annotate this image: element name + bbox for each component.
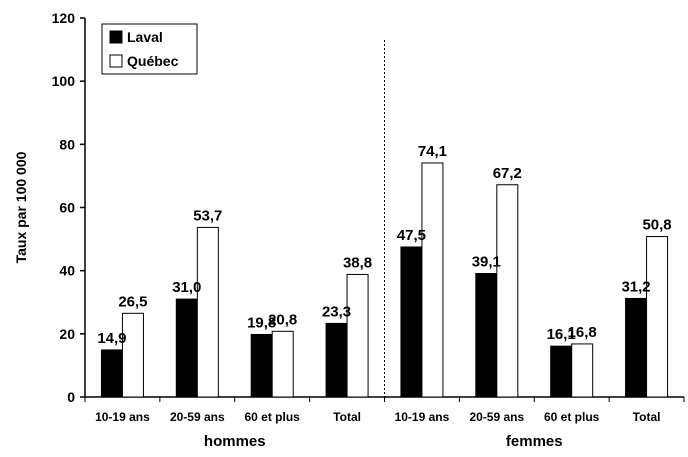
data-label: 26,5 bbox=[118, 293, 147, 310]
data-label: 47,5 bbox=[397, 227, 426, 244]
y-tick-label: 0 bbox=[67, 389, 75, 405]
data-label: 23,3 bbox=[322, 303, 351, 320]
bar-laval bbox=[550, 345, 573, 398]
legend: Laval Québec bbox=[101, 23, 198, 75]
x-tick-label: 60 et plus bbox=[544, 410, 600, 424]
data-label: 50,8 bbox=[642, 217, 671, 234]
bar-quebec bbox=[421, 162, 444, 398]
bar-quebec bbox=[496, 184, 519, 398]
x-tick-label: 20-59 ans bbox=[469, 410, 524, 424]
bar-quebec bbox=[121, 312, 144, 398]
bar-quebec bbox=[271, 330, 294, 398]
x-tick-label: Total bbox=[333, 410, 361, 424]
x-tick-label: 20-59 ans bbox=[170, 410, 225, 424]
legend-swatch bbox=[109, 54, 123, 68]
y-tick-label: 40 bbox=[59, 263, 75, 279]
labels-layer: 14,9 31,0 19,8 23,3 47,5 39,1 16,1 31,2 26,5 53,7… bbox=[97, 143, 671, 347]
data-label: 39,1 bbox=[472, 254, 501, 271]
bar-laval bbox=[325, 322, 348, 398]
y-tick-label: 100 bbox=[52, 73, 76, 89]
axis-layer: 0 20 40 60 80 100 120 Taux par 100 000 10-19 ans… bbox=[13, 10, 685, 450]
x-tick-label: 60 et plus bbox=[245, 410, 301, 424]
y-tick-label: 80 bbox=[59, 136, 75, 152]
legend-label: Québec bbox=[127, 53, 179, 69]
x-tick-label: 10-19 ans bbox=[395, 410, 450, 424]
bar-laval bbox=[175, 298, 198, 398]
data-label: 31,0 bbox=[172, 279, 201, 296]
data-label: 67,2 bbox=[493, 165, 522, 182]
y-tick-label: 60 bbox=[59, 200, 75, 216]
data-label: 31,2 bbox=[621, 278, 650, 295]
legend-swatch bbox=[109, 30, 123, 44]
bar-laval bbox=[100, 349, 123, 398]
data-label: 19,8 bbox=[247, 314, 276, 331]
bars-layer bbox=[100, 162, 669, 398]
bar-laval bbox=[475, 273, 498, 398]
group-label: hommes bbox=[204, 433, 266, 450]
data-label: 38,8 bbox=[343, 254, 372, 271]
legend-label: Laval bbox=[127, 29, 163, 45]
y-axis-title: Taux par 100 000 bbox=[13, 151, 29, 263]
bar-laval bbox=[625, 297, 648, 398]
data-label: 53,7 bbox=[193, 207, 222, 224]
bar-laval bbox=[400, 246, 423, 398]
group-label: femmes bbox=[506, 433, 563, 450]
x-tick-label: Total bbox=[633, 410, 661, 424]
bar-laval bbox=[250, 333, 273, 398]
bar-quebec bbox=[346, 273, 369, 398]
bar-quebec bbox=[646, 236, 669, 398]
data-label: 14,9 bbox=[97, 330, 126, 347]
y-tick-label: 120 bbox=[52, 10, 76, 26]
bar-quebec bbox=[571, 343, 594, 398]
bar-quebec bbox=[196, 226, 219, 398]
data-label: 16,1 bbox=[547, 326, 576, 343]
x-tick-label: 10-19 ans bbox=[95, 410, 150, 424]
data-label: 74,1 bbox=[418, 143, 447, 160]
y-tick-label: 20 bbox=[59, 326, 75, 342]
data-label: 16,8 bbox=[568, 324, 597, 341]
data-label: 20,8 bbox=[268, 311, 297, 328]
